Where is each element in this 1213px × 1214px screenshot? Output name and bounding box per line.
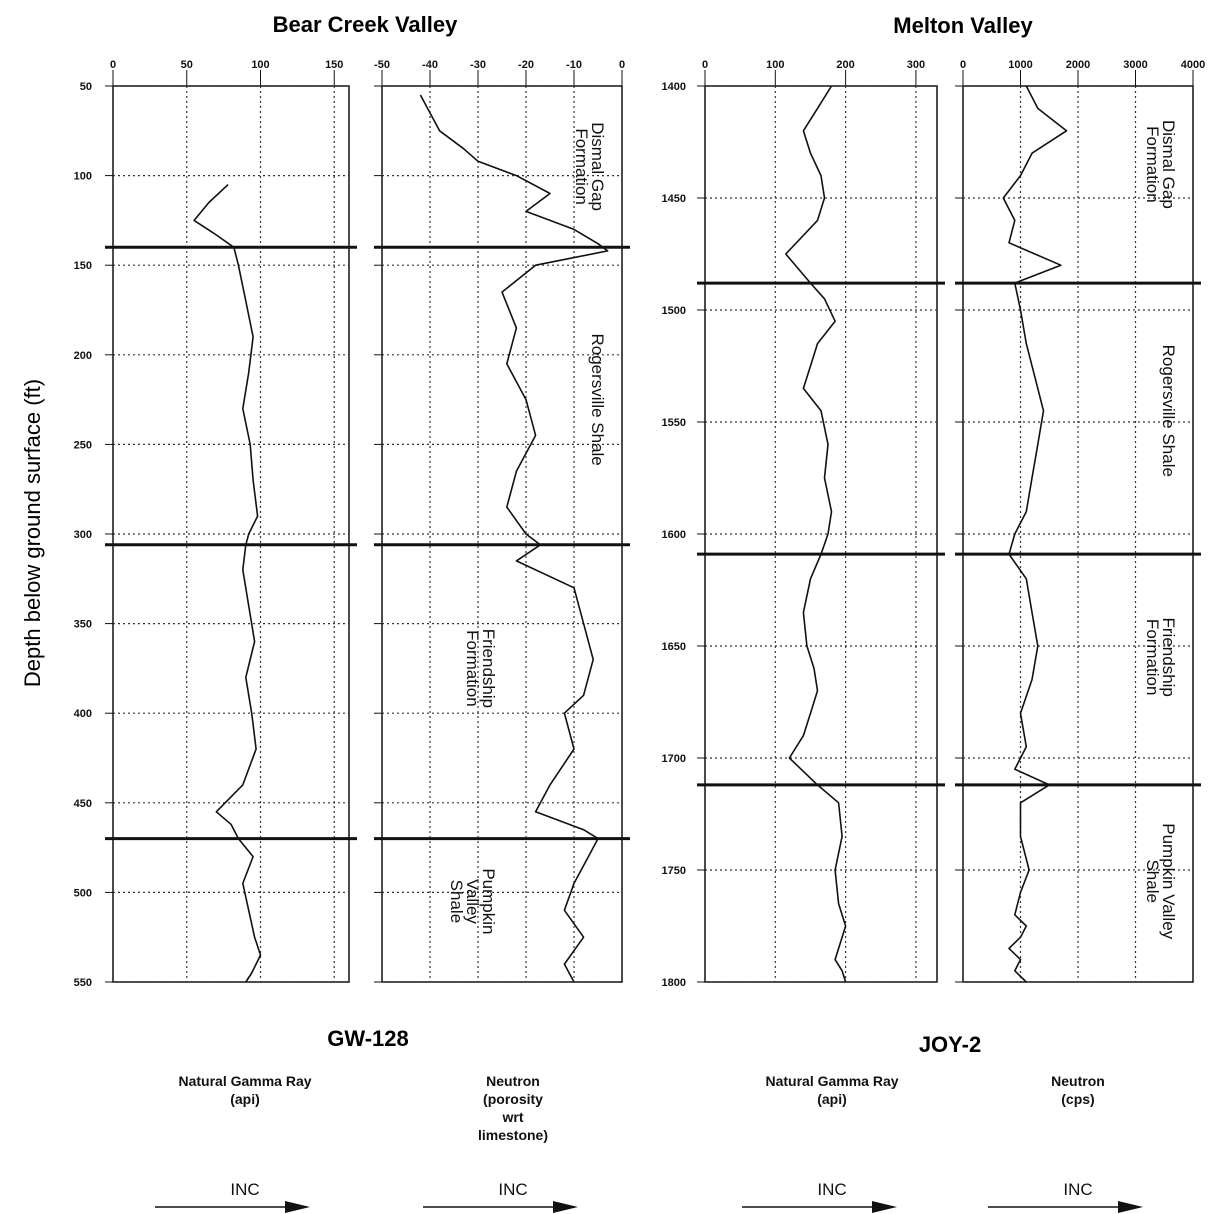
formation-label-line: Formation — [1143, 126, 1162, 203]
formation-label-line: Pumpkin Valley — [1159, 823, 1178, 939]
y-tick-label: 300 — [74, 529, 92, 541]
log-trace-joy2-gamma — [784, 85, 847, 983]
log-trace-gw128-neutron — [419, 94, 609, 983]
formation-label-line: Shale — [1143, 859, 1162, 902]
increase-arrow-head — [872, 1201, 897, 1213]
increase-label: INC — [817, 1180, 846, 1199]
increase-arrow-head — [285, 1201, 310, 1213]
formation-label: PumpkinValleyShale — [447, 868, 498, 934]
formation-label-line: Pumpkin — [479, 868, 498, 934]
formation-label: Dismal GapFormation — [1143, 120, 1178, 209]
well-name-joy2: JOY-2 — [919, 1032, 981, 1057]
y-tick-label: 150 — [74, 260, 92, 272]
x-tick-label: -40 — [422, 59, 438, 71]
x-tick-label: 2000 — [1066, 59, 1090, 71]
y-tick-label: 1500 — [662, 305, 686, 317]
panel-caption-line: Neutron — [1051, 1073, 1105, 1089]
x-tick-label: 0 — [960, 59, 966, 71]
x-tick-label: 300 — [907, 59, 925, 71]
x-tick-label: 50 — [181, 59, 193, 71]
x-tick-label: 0 — [110, 59, 116, 71]
panel-caption: Neutron (cps) — [1051, 1073, 1105, 1107]
log-trace-joy2-neutron — [1002, 85, 1068, 983]
formation-label: Dismal GapFormation — [572, 122, 607, 211]
panel-caption: Natural Gamma Ray (api) — [178, 1073, 311, 1107]
panel-caption-line: wrt — [502, 1109, 524, 1125]
panel-caption: Natural Gamma Ray (api) — [765, 1073, 898, 1107]
panel-caption-line: limestone) — [478, 1127, 548, 1143]
y-tick-label: 250 — [74, 439, 92, 451]
increase-label: INC — [1063, 1180, 1092, 1199]
x-tick-label: 4000 — [1181, 59, 1205, 71]
panel-caption-line: Neutron — [486, 1073, 540, 1089]
formation-label: Rogersville Shale — [1159, 345, 1178, 477]
y-tick-label: 1400 — [662, 81, 686, 93]
formation-label-line: Formation — [572, 128, 591, 205]
x-tick-label: -50 — [374, 59, 390, 71]
x-tick-label: 100 — [251, 59, 269, 71]
left-group-title: Bear Creek Valley — [273, 12, 458, 37]
y-tick-label: 1600 — [662, 529, 686, 541]
panel-caption-line: (api) — [817, 1091, 847, 1107]
formation-label: Rogersville Shale — [588, 333, 607, 465]
panel-caption-line: (api) — [230, 1091, 260, 1107]
formation-label-line: Friendship — [479, 629, 498, 708]
y-axis-title: Depth below ground surface (ft) — [20, 379, 45, 687]
x-tick-label: 1000 — [1008, 59, 1032, 71]
formation-label-line: Shale — [447, 880, 466, 923]
panel-caption-line: (porosity — [483, 1091, 543, 1107]
formation-label-line: Dismal Gap — [1159, 120, 1178, 209]
formation-label-line: Valley — [463, 879, 482, 925]
well-name-gw128: GW-128 — [327, 1026, 408, 1051]
formation-label: FriendshipFormation — [1143, 618, 1178, 697]
increase-arrow-head — [1118, 1201, 1143, 1213]
x-tick-label: 0 — [702, 59, 708, 71]
x-tick-label: 0 — [619, 59, 625, 71]
x-tick-label: 150 — [325, 59, 343, 71]
increase-label: INC — [498, 1180, 527, 1199]
y-tick-label: 500 — [74, 887, 92, 899]
x-tick-label: -30 — [470, 59, 486, 71]
right-group-title: Melton Valley — [893, 13, 1033, 38]
x-tick-label: 3000 — [1123, 59, 1147, 71]
y-tick-label: 1800 — [662, 977, 686, 989]
panel-caption-line: (cps) — [1061, 1091, 1094, 1107]
x-tick-label: 100 — [766, 59, 784, 71]
formation-label: Pumpkin ValleyShale — [1143, 823, 1178, 939]
x-tick-label: 200 — [836, 59, 854, 71]
increase-arrow-head — [553, 1201, 578, 1213]
log-trace-gw128-gamma — [193, 184, 262, 983]
y-tick-label: 450 — [74, 798, 92, 810]
y-tick-label: 550 — [74, 977, 92, 989]
formation-label: FriendshipFormation — [463, 629, 498, 708]
y-tick-label: 1450 — [662, 193, 686, 205]
y-tick-label: 1550 — [662, 417, 686, 429]
y-tick-label: 50 — [80, 81, 92, 93]
y-tick-label: 1750 — [662, 865, 686, 877]
panel-caption-line: Natural Gamma Ray — [178, 1073, 311, 1089]
x-tick-label: -10 — [566, 59, 582, 71]
y-tick-label: 350 — [74, 619, 92, 631]
formation-label-line: Rogersville Shale — [1159, 345, 1178, 477]
y-tick-label: 400 — [74, 708, 92, 720]
formation-label-line: Rogersville Shale — [588, 333, 607, 465]
increase-label: INC — [230, 1180, 259, 1199]
formation-label-line: Formation — [463, 630, 482, 707]
y-tick-label: 200 — [74, 350, 92, 362]
log-panels: 0 50 100 150 50 100 150 200 250 300 350 400 450 500 55… — [74, 59, 1205, 1213]
panel-caption: Neutron (porosity wrt limestone) — [478, 1073, 548, 1143]
panel-gw128-gamma: 0 50 100 150 50 100 150 200 250 300 350 400 450 500 55… — [74, 59, 357, 1213]
panel-caption-line: Natural Gamma Ray — [765, 1073, 898, 1089]
panel-joy2-gamma: 0 100 200 300 1400 1450 1500 1550 1600 1650 1700 17… — [662, 59, 945, 1213]
formation-label-line: Formation — [1143, 619, 1162, 696]
y-tick-label: 100 — [74, 171, 92, 183]
formation-label-line: Dismal Gap — [588, 122, 607, 211]
y-tick-label: 1650 — [662, 641, 686, 653]
x-tick-label: -20 — [518, 59, 534, 71]
formation-label-line: Friendship — [1159, 618, 1178, 697]
y-tick-label: 1700 — [662, 753, 686, 765]
